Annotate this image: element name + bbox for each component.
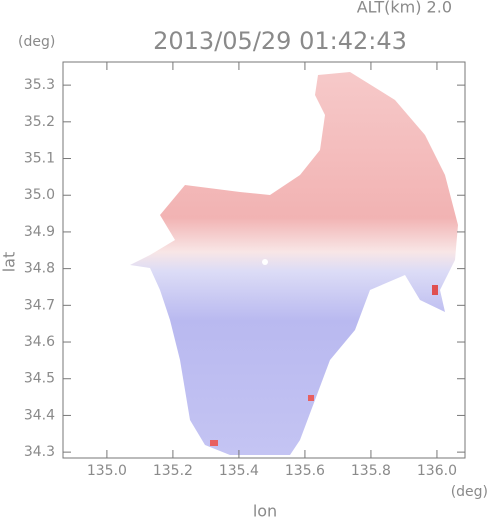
- x-axis-label: lon: [253, 502, 277, 521]
- y-tick-label: 35.1: [24, 151, 55, 167]
- y-tick-label: 34.6: [24, 334, 55, 350]
- y-unit: (deg): [18, 34, 55, 50]
- x-tick-label: 135.4: [219, 463, 259, 479]
- y-axis-label: lat: [0, 252, 19, 273]
- x-tick-label: 135.6: [285, 463, 325, 479]
- x-tick-label: 135.2: [153, 463, 193, 479]
- y-tick-label: 35.2: [24, 114, 55, 130]
- y-tick-label: 34.8: [24, 261, 55, 277]
- y-tick-label: 35.3: [24, 77, 55, 93]
- subtitle: ALT(km) 2.0: [357, 0, 452, 17]
- y-tick-label: 34.5: [24, 371, 55, 387]
- chart-title: 2013/05/29 01:42:43: [153, 27, 407, 55]
- x-tick-label: 135.8: [351, 463, 391, 479]
- y-tick-label: 34.7: [24, 297, 55, 313]
- x-unit: (deg): [451, 484, 488, 500]
- x-tick-label: 135.0: [87, 463, 127, 479]
- y-tick-label: 34.9: [24, 224, 55, 240]
- axes: 135.0 135.2 135.4 135.6 135.8 136.0 34.3 34.4 34…: [24, 62, 465, 479]
- y-tick-label: 34.4: [24, 407, 55, 423]
- radar-field: [130, 72, 458, 455]
- x-tick-label: 136.0: [417, 463, 457, 479]
- y-tick-label: 35.0: [24, 187, 55, 203]
- y-tick-label: 34.3: [24, 444, 55, 460]
- plot-frame: [62, 61, 466, 459]
